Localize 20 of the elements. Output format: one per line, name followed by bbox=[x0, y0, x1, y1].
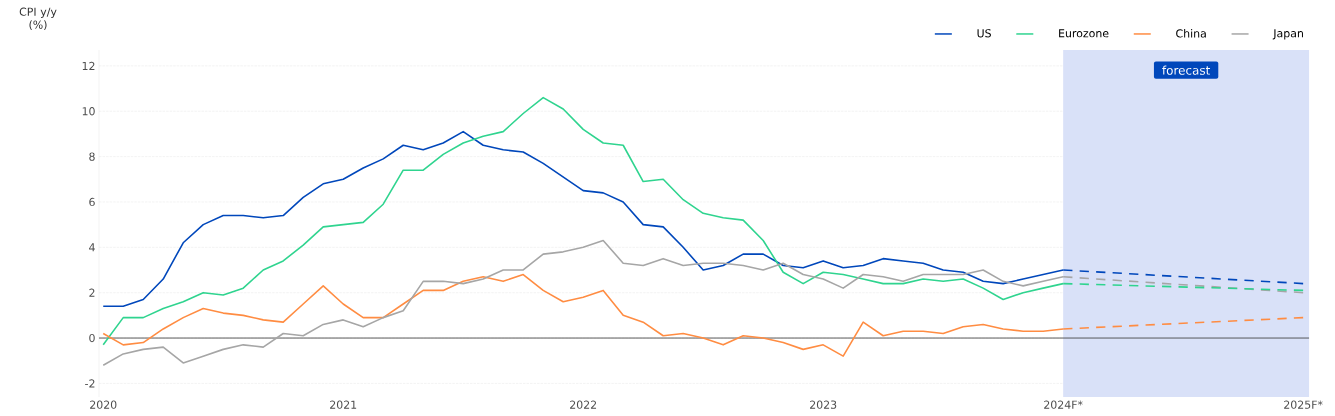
legend-label: China bbox=[1176, 29, 1206, 38]
y-tick-label: -2 bbox=[85, 379, 95, 388]
y-tick-label: 8 bbox=[89, 152, 95, 161]
y-tick-label: 10 bbox=[82, 107, 95, 116]
legend-label: Eurozone bbox=[1059, 29, 1109, 38]
y-tick-label: 6 bbox=[89, 197, 95, 207]
x-tick-label: 2022 bbox=[570, 400, 597, 409]
y-tick-label: 0 bbox=[89, 333, 95, 343]
x-tick-label: 2023 bbox=[810, 400, 837, 409]
legend-label: US bbox=[977, 29, 991, 38]
x-tick-label: 2021 bbox=[330, 400, 357, 409]
x-tick-label: 2025F* bbox=[1284, 400, 1323, 409]
legend-label: Japan bbox=[1272, 29, 1303, 40]
y-axis-title: CPI y/y (%) bbox=[19, 7, 57, 31]
x-tick-label: 2020 bbox=[90, 400, 117, 409]
band-label: forecast bbox=[1162, 65, 1211, 75]
x-tick-label: 2024F* bbox=[1044, 400, 1083, 409]
y-tick-label: 4 bbox=[89, 243, 95, 252]
y-tick-label: 12 bbox=[82, 61, 95, 70]
y-tick-label: 2 bbox=[89, 288, 95, 297]
